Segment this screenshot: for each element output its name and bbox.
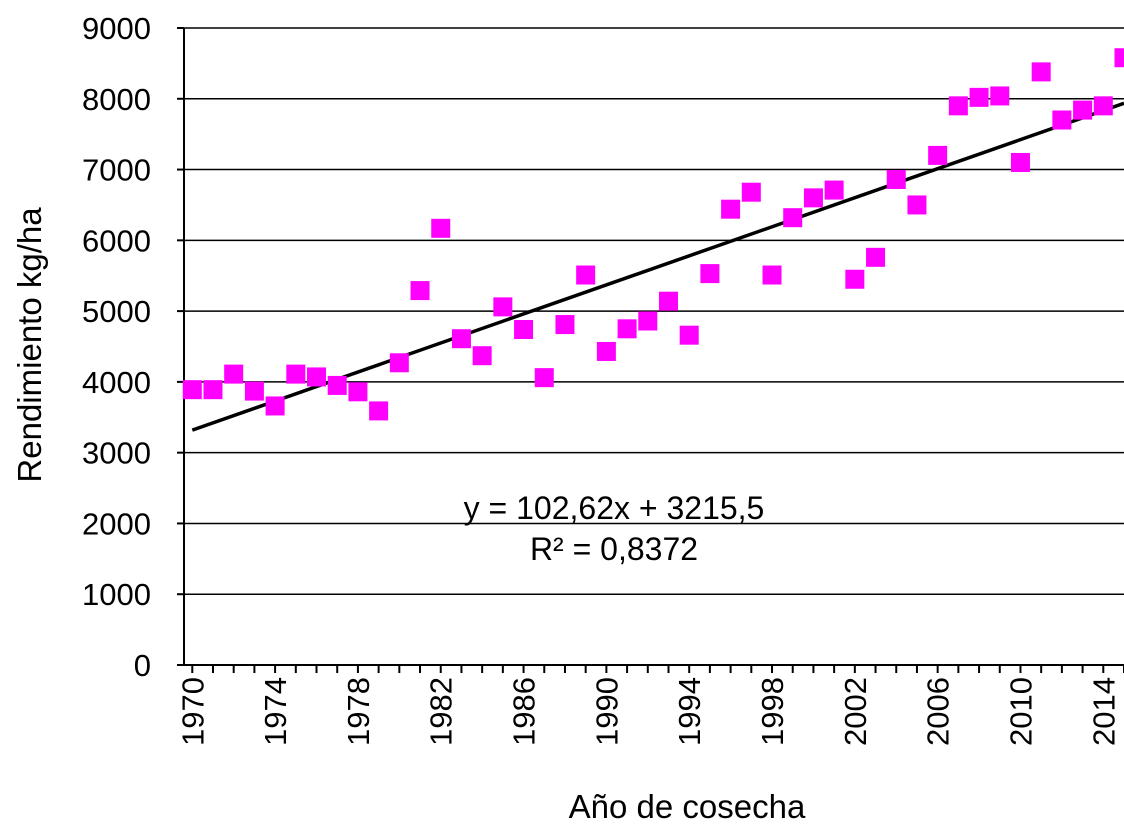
x-tick-label: 2010	[1003, 677, 1038, 746]
data-point	[1010, 152, 1030, 172]
data-point	[596, 341, 616, 361]
data-point	[224, 364, 244, 384]
y-tick-label: 6000	[82, 223, 151, 258]
data-point	[928, 145, 948, 165]
data-point	[762, 265, 782, 285]
y-tick-label: 7000	[82, 153, 151, 188]
x-axis-title: Año de cosecha	[569, 788, 806, 825]
data-point	[866, 247, 886, 267]
data-point	[348, 382, 368, 402]
data-points	[182, 48, 1124, 421]
data-point	[555, 315, 575, 335]
data-point	[638, 311, 658, 331]
y-axis-title: Rendimiento kg/ha	[11, 207, 48, 483]
data-point	[658, 291, 678, 311]
data-point	[990, 86, 1010, 106]
data-point	[389, 353, 409, 373]
data-point	[1052, 110, 1072, 130]
data-point	[783, 208, 803, 228]
x-tick-label: 2014	[1086, 677, 1121, 746]
data-point	[286, 364, 306, 384]
data-point	[1073, 100, 1093, 120]
data-point	[679, 325, 699, 345]
y-tick-label: 1000	[82, 577, 151, 612]
data-point	[907, 195, 927, 215]
y-tick-label: 2000	[82, 506, 151, 541]
data-point	[514, 320, 534, 340]
x-tick-label: 1982	[424, 677, 459, 746]
data-point	[244, 381, 264, 401]
data-point	[1031, 62, 1051, 82]
data-point	[203, 380, 223, 400]
trendline	[191, 101, 1124, 432]
data-point	[886, 169, 906, 189]
data-point	[700, 264, 720, 284]
data-point	[1114, 48, 1124, 68]
data-point	[824, 180, 844, 200]
trend-equation: y = 102,62x + 3215,5	[464, 490, 765, 526]
x-tick-label: 1974	[258, 677, 293, 746]
y-tick-label: 5000	[82, 294, 151, 329]
data-point	[534, 368, 554, 388]
y-tick-label: 4000	[82, 365, 151, 400]
x-tick-label: 1986	[507, 677, 542, 746]
data-point	[493, 297, 513, 317]
data-point	[721, 199, 741, 219]
data-point	[369, 401, 389, 421]
data-point	[845, 269, 865, 289]
data-point	[576, 265, 596, 285]
trendline-group	[191, 101, 1124, 432]
r-squared-label: R² = 0,8372	[530, 531, 698, 567]
x-tick-label: 1994	[672, 677, 707, 746]
data-point	[1093, 96, 1113, 116]
data-point	[472, 346, 492, 366]
x-tick-label: 2006	[921, 677, 956, 746]
data-point	[307, 367, 327, 387]
data-point	[741, 182, 761, 202]
y-tick-label: 8000	[82, 82, 151, 117]
x-tick-label: 1998	[755, 677, 790, 746]
data-point	[431, 218, 451, 238]
y-tick-labels: 0 1000 2000 3000 4000 5000 6000 7000 8000 9000	[82, 11, 151, 683]
x-tick-label: 1978	[341, 677, 376, 746]
data-point	[327, 375, 347, 395]
axes	[177, 27, 1124, 673]
data-point	[617, 319, 637, 339]
data-point	[969, 87, 989, 107]
data-point	[410, 281, 430, 301]
data-point	[182, 380, 202, 400]
x-tick-label: 1970	[175, 677, 210, 746]
x-tick-label: 1990	[589, 677, 624, 746]
data-point	[265, 396, 285, 416]
data-point	[948, 96, 968, 116]
x-tick-label: 2002	[838, 677, 873, 746]
y-tick-label: 9000	[82, 11, 151, 46]
y-tick-label: 0	[134, 648, 151, 683]
x-tick-labels: 1970 1974 1978 1982 1986 1990 1994 1998 2002 2006…	[175, 677, 1121, 746]
y-tick-label: 3000	[82, 436, 151, 471]
data-point	[803, 188, 823, 208]
data-point	[451, 329, 471, 349]
